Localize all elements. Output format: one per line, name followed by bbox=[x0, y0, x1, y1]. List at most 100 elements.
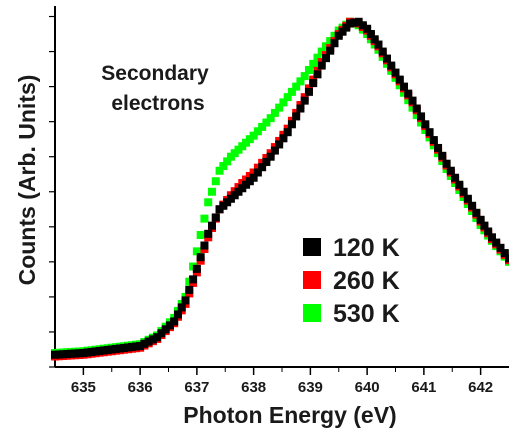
data-point bbox=[468, 201, 477, 210]
data-point bbox=[262, 157, 271, 166]
data-point bbox=[326, 46, 335, 55]
data-point bbox=[395, 75, 404, 84]
data-point bbox=[71, 349, 80, 358]
data-point bbox=[95, 346, 104, 355]
data-point bbox=[192, 264, 201, 273]
data-point bbox=[374, 40, 383, 49]
data-point bbox=[300, 72, 309, 81]
data-point bbox=[204, 229, 213, 238]
data-point bbox=[111, 344, 120, 353]
data-point bbox=[208, 221, 217, 230]
data-point bbox=[321, 42, 330, 51]
annotation-line-2: electrons bbox=[111, 92, 204, 115]
data-point bbox=[434, 143, 443, 152]
data-point bbox=[283, 128, 292, 137]
data-point bbox=[304, 65, 313, 74]
data-point bbox=[189, 275, 198, 284]
data-point bbox=[459, 187, 468, 196]
data-point bbox=[165, 321, 174, 330]
data-point bbox=[492, 238, 501, 247]
legend-label: 530 K bbox=[333, 300, 400, 328]
legend-swatch bbox=[303, 271, 321, 289]
data-point bbox=[342, 23, 351, 32]
data-point bbox=[140, 339, 149, 348]
data-point bbox=[99, 346, 108, 355]
data-point bbox=[262, 118, 271, 127]
x-tick-label: 639 bbox=[298, 379, 323, 396]
data-point bbox=[296, 104, 305, 113]
data-point bbox=[292, 82, 301, 91]
x-tick-label: 637 bbox=[184, 379, 209, 396]
data-point bbox=[275, 140, 284, 149]
data-point bbox=[446, 166, 455, 175]
data-point bbox=[204, 198, 213, 207]
data-point bbox=[253, 163, 262, 172]
data-point bbox=[487, 233, 496, 242]
data-point bbox=[208, 187, 217, 196]
data-point bbox=[219, 162, 228, 171]
data-point bbox=[472, 208, 481, 217]
data-point bbox=[304, 87, 313, 96]
data-point bbox=[404, 89, 413, 98]
data-point bbox=[370, 35, 379, 44]
data-point bbox=[270, 108, 279, 117]
data-point bbox=[330, 39, 339, 48]
data-point bbox=[296, 77, 305, 86]
data-point bbox=[346, 19, 355, 28]
data-point bbox=[87, 347, 96, 356]
data-point bbox=[484, 227, 493, 236]
x-tick-label: 635 bbox=[71, 379, 96, 396]
y-axis-title: Counts (Arb. Units) bbox=[14, 75, 40, 286]
data-point bbox=[253, 127, 262, 136]
data-point bbox=[480, 221, 489, 230]
data-point bbox=[387, 61, 396, 70]
data-point bbox=[270, 146, 279, 155]
data-point bbox=[363, 24, 372, 33]
data-point bbox=[321, 54, 330, 63]
data-point bbox=[300, 96, 309, 105]
annotation-line-1: Secondary bbox=[101, 62, 209, 85]
data-point bbox=[196, 253, 205, 262]
plot-area bbox=[55, 6, 509, 367]
data-point bbox=[200, 241, 209, 250]
data-point bbox=[279, 98, 288, 107]
data-point bbox=[91, 347, 100, 356]
data-point bbox=[258, 122, 267, 131]
data-point bbox=[378, 47, 387, 56]
data-point bbox=[283, 93, 292, 102]
data-point bbox=[358, 21, 367, 30]
data-point bbox=[412, 104, 421, 113]
data-point bbox=[425, 128, 434, 137]
data-point bbox=[157, 329, 166, 338]
data-point bbox=[63, 349, 72, 358]
data-point bbox=[59, 350, 68, 359]
data-point bbox=[442, 159, 451, 168]
data-point bbox=[421, 120, 430, 129]
data-point bbox=[144, 337, 153, 346]
x-axis-ticks: 635 636 637 638 639 640 641 642 bbox=[71, 367, 493, 396]
data-point bbox=[496, 243, 505, 252]
data-markers bbox=[51, 17, 509, 361]
data-point bbox=[391, 68, 400, 77]
x-tick-label: 640 bbox=[355, 379, 380, 396]
data-point bbox=[67, 349, 76, 358]
data-point bbox=[215, 166, 224, 175]
legend: 120 K 260 K 530 K bbox=[303, 234, 400, 328]
data-point bbox=[83, 348, 92, 357]
data-point bbox=[400, 88, 409, 97]
data-point bbox=[153, 333, 162, 342]
x-tick-label: 642 bbox=[468, 379, 493, 396]
data-point bbox=[249, 173, 258, 182]
data-point bbox=[266, 152, 275, 161]
data-point bbox=[382, 54, 391, 63]
data-point bbox=[400, 82, 409, 91]
data-point bbox=[115, 344, 124, 353]
data-point bbox=[287, 120, 296, 129]
data-point bbox=[132, 342, 141, 351]
data-point bbox=[500, 249, 509, 258]
data-point bbox=[275, 103, 284, 112]
data-point bbox=[123, 343, 132, 352]
data-point bbox=[75, 349, 84, 358]
data-point bbox=[326, 37, 335, 46]
